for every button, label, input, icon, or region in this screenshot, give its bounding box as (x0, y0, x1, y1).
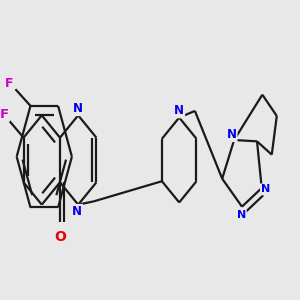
Text: N: N (237, 210, 246, 220)
Text: F: F (0, 108, 9, 121)
Text: N: N (174, 104, 184, 117)
Text: N: N (261, 184, 270, 194)
Text: O: O (54, 230, 66, 244)
Text: N: N (226, 128, 237, 141)
Text: N: N (73, 102, 83, 115)
Text: F: F (5, 77, 14, 90)
Text: N: N (72, 205, 82, 218)
